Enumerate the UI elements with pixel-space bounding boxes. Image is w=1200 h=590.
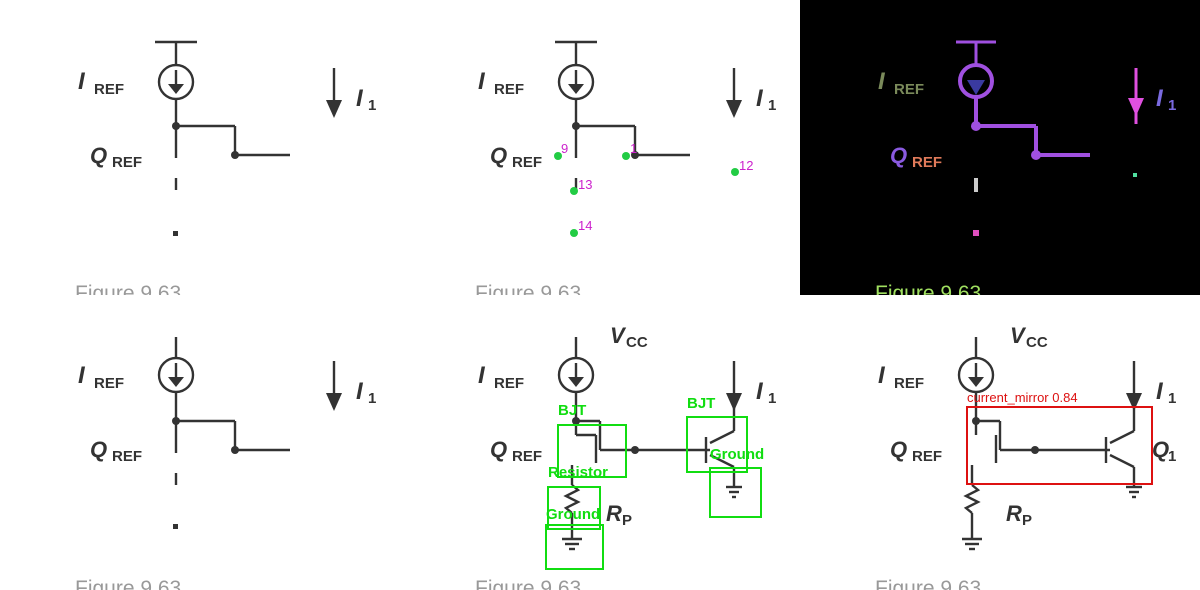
seg-i1-label: I	[1156, 85, 1164, 112]
detection-label-ground-right: Ground	[710, 446, 764, 463]
i1-subscript: 1	[768, 97, 776, 114]
panel-original-top: I REF Q REF I 1 Figure 9.63	[0, 0, 400, 295]
i1-label: I	[1156, 378, 1164, 405]
iref-subscript: REF	[894, 375, 924, 392]
qref-subscript: REF	[112, 448, 142, 465]
panel-current-mirror: V CC I REF Q REF I 1 Q 1 R P Figure 9.63…	[800, 295, 1200, 590]
keypoint-label-13: 13	[578, 177, 592, 192]
figure-caption: Figure 9.63	[475, 282, 581, 295]
rp-label: R	[606, 501, 622, 526]
vcc-label: V	[610, 323, 627, 348]
keypoint-1	[622, 152, 630, 160]
i1-subscript: 1	[368, 390, 376, 407]
keypoint-label-14: 14	[578, 218, 592, 233]
seg-qref-label: Q	[890, 143, 907, 168]
detection-box-resistor	[547, 486, 601, 530]
figure-caption: Figure 9.63	[75, 577, 181, 590]
iref-subscript: REF	[94, 375, 124, 392]
vcc-subscript: CC	[1026, 334, 1048, 351]
seg-qref-subscript: REF	[912, 154, 942, 171]
detection-box-ground-left	[545, 524, 604, 570]
segmentation-mask: I REF Q REF I 1 Figure 9.63	[875, 40, 1176, 295]
current-mirror-label: current_mirror 0.84	[967, 390, 1078, 405]
i1-subscript: 1	[368, 97, 376, 114]
iref-label: I	[78, 68, 86, 95]
panel-segmentation: I REF Q REF I 1 Figure 9.63	[800, 0, 1200, 295]
iref-label: I	[478, 68, 486, 95]
seg-iref-subscript: REF	[894, 81, 924, 98]
seg-figure-caption: Figure 9.63	[875, 282, 981, 295]
detection-label-ground-left: Ground	[546, 506, 600, 523]
qref-subscript: REF	[512, 154, 542, 171]
iref-subscript: REF	[494, 81, 524, 98]
qref-label: Q	[490, 143, 507, 168]
rp-subscript: P	[1022, 512, 1032, 529]
q1-label: Q	[1152, 437, 1169, 462]
i1-subscript: 1	[1168, 390, 1176, 407]
rp-label: R	[1006, 501, 1022, 526]
schematic-keypoints: I REF Q REF I 1 Figure 9.63 9 1 12 13 14	[475, 40, 776, 295]
i1-label: I	[756, 85, 764, 112]
iref-label: I	[78, 362, 86, 389]
seg-i1-subscript: 1	[1168, 97, 1176, 114]
i1-subscript: 1	[768, 390, 776, 407]
vcc-subscript: CC	[626, 334, 648, 351]
figure-caption: Figure 9.63	[875, 577, 981, 590]
detection-box-bjt-ref	[557, 424, 627, 478]
qref-subscript: REF	[112, 154, 142, 171]
i1-label: I	[356, 85, 364, 112]
detection-box-ground-right	[709, 467, 762, 518]
detection-label-bjt-ref: BJT	[558, 402, 586, 419]
detection-label-bjt-q1: BJT	[687, 395, 715, 412]
vcc-label: V	[1010, 323, 1027, 348]
qref-label: Q	[90, 437, 107, 462]
qref-label: Q	[890, 437, 907, 462]
keypoint-13	[570, 187, 578, 195]
schematic-current-mirror: V CC I REF Q REF I 1 Q 1 R P Figure 9.63…	[875, 323, 1176, 590]
keypoint-label-12: 12	[739, 158, 753, 173]
current-mirror-box	[966, 406, 1153, 485]
detection-label-resistor: Resistor	[548, 464, 608, 481]
qref-label: Q	[90, 143, 107, 168]
schematic-crop: I REF Q REF I 1 Figure 9.63	[75, 40, 376, 295]
qref-label: Q	[490, 437, 507, 462]
keypoint-label-1: 1	[630, 141, 637, 156]
keypoint-14	[570, 229, 578, 237]
i1-label: I	[356, 378, 364, 405]
schematic-detections: V CC I REF Q REF I 1 R P Figure 9.63 BJT…	[475, 323, 776, 590]
schematic-crop-bottom: I REF Q REF I 1 Figure 9.63	[75, 337, 376, 590]
keypoint-label-9: 9	[561, 141, 568, 156]
panel-original-bottom: I REF Q REF I 1 Figure 9.63	[0, 295, 400, 590]
q1-subscript: 1	[1168, 448, 1176, 465]
qref-subscript: REF	[912, 448, 942, 465]
rp-subscript: P	[622, 512, 632, 529]
panel-keypoints: I REF Q REF I 1 Figure 9.63 9 1 12 13 14	[400, 0, 800, 295]
iref-label: I	[878, 362, 886, 389]
figure-caption: Figure 9.63	[75, 282, 181, 295]
iref-label: I	[478, 362, 486, 389]
i1-label: I	[756, 378, 764, 405]
iref-subscript: REF	[94, 81, 124, 98]
keypoint-12	[731, 168, 739, 176]
keypoint-9	[554, 152, 562, 160]
qref-subscript: REF	[512, 448, 542, 465]
panel-detections: V CC I REF Q REF I 1 R P Figure 9.63 BJT…	[400, 295, 800, 590]
iref-subscript: REF	[494, 375, 524, 392]
figure-caption: Figure 9.63	[475, 577, 581, 590]
detection-box-bjt-q1	[686, 416, 748, 473]
seg-iref-label: I	[878, 68, 886, 95]
